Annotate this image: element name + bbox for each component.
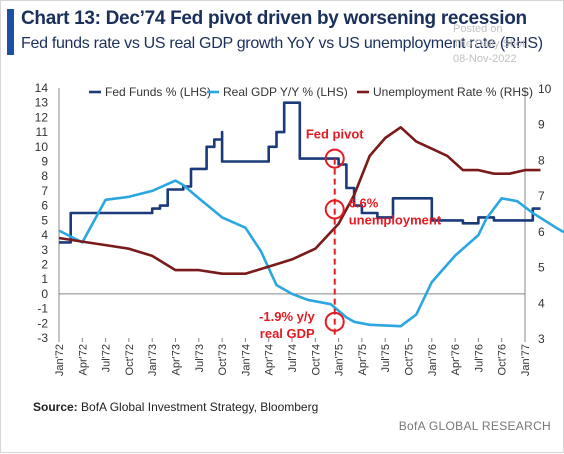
chart-subtitle: Fed funds rate vs US real GDP growth YoY… — [21, 35, 543, 52]
watermark-line-1: Posted on — [453, 23, 503, 35]
x-tick-label: Apr'73 — [171, 344, 183, 375]
source-label: Source: — [33, 400, 78, 414]
x-tick-label: Jul'76 — [473, 344, 485, 372]
x-tick-label: Jul'73 — [194, 344, 206, 372]
y-left-tick-label: 9 — [41, 155, 48, 169]
fed-pivot-marker — [324, 148, 345, 169]
unemployment-word-label: unemployment — [349, 212, 442, 227]
x-tick-label: Oct'76 — [497, 344, 509, 375]
x-tick-label: Apr'76 — [450, 344, 462, 375]
x-tick-label: Apr'74 — [264, 344, 276, 375]
source-note: Source: BofA Global Investment Strategy,… — [33, 400, 318, 414]
source-text: BofA Global Investment Strategy, Bloombe… — [81, 400, 319, 414]
x-tick-label: Jan'74 — [240, 344, 252, 376]
x-tick-label: Jan'76 — [427, 344, 439, 376]
y-left-tick-label: 2 — [41, 257, 48, 271]
y-right-tick-label: 3 — [538, 332, 545, 346]
y-right-tick-label: 4 — [538, 296, 545, 310]
x-tick-label: Jul'74 — [287, 344, 299, 372]
y-left-tick-label: 8 — [41, 169, 48, 183]
y-left-tick-label: 13 — [35, 96, 49, 110]
x-tick-label: Jul'75 — [380, 344, 392, 372]
gdp-marker — [324, 311, 345, 332]
y-left-tick-label: 0 — [41, 287, 48, 301]
x-tick-label: Apr'72 — [77, 344, 89, 375]
unemployment-line — [58, 126, 541, 276]
x-tick-label: Jan'73 — [147, 344, 159, 376]
legend-unemployment-label: Unemployment Rate % (RHS) — [373, 85, 533, 99]
brand-footer: BofA GLOBAL RESEARCH — [398, 419, 551, 433]
watermark-line-3: 08-Nov-2022 — [453, 53, 517, 65]
y-left-tick-label: 14 — [35, 81, 49, 95]
fed-funds-line — [59, 101, 541, 244]
y-left-tick-label: 11 — [36, 125, 49, 139]
x-tick-label: Jan'77 — [520, 344, 532, 376]
watermark-line-2: The Daily Shot — [453, 38, 526, 50]
y-right-tick-label: 7 — [538, 189, 545, 203]
y-left-tick-label: 7 — [41, 184, 48, 198]
legend-fed-funds-label: Fed Funds % (LHS) — [105, 85, 211, 99]
y-right-tick-label: 8 — [538, 153, 545, 167]
x-tick-label: Oct'74 — [310, 344, 322, 375]
unemployment-marker — [324, 199, 345, 220]
y-left-tick-label: 5 — [41, 213, 48, 227]
y-right-tick-label: 5 — [538, 261, 545, 275]
x-tick-label: Jul'72 — [101, 344, 113, 372]
y-left-tick-label: 4 — [41, 228, 48, 242]
title-accent-bar — [7, 9, 14, 55]
y-left-tick-label: 1 — [41, 272, 48, 286]
x-tick-label: Oct'72 — [124, 344, 136, 375]
y-left-tick-label: 10 — [35, 140, 49, 154]
y-left-tick-label: 12 — [35, 110, 49, 124]
real-gdp-line — [58, 179, 564, 328]
y-left-tick-label: 6 — [41, 199, 48, 213]
x-tick-label: Jan'72 — [54, 344, 66, 376]
y-right-tick-label: 6 — [538, 225, 545, 239]
x-tick-label: Oct'73 — [217, 344, 229, 375]
gdp-value-label: -1.9% y/y — [259, 309, 315, 324]
y-right-tick-label: 10 — [538, 82, 552, 96]
y-left-tick-label: -2 — [37, 316, 48, 330]
x-tick-label: Apr'75 — [357, 344, 369, 375]
y-left-tick-label: -3 — [37, 331, 48, 345]
x-tick-label: Oct'75 — [404, 344, 416, 375]
y-right-tick-label: 9 — [538, 118, 545, 132]
legend-real-gdp-label: Real GDP Y/Y % (LHS) — [223, 85, 348, 99]
x-tick-label: Jan'75 — [334, 344, 346, 376]
y-left-tick-label: -1 — [37, 302, 48, 316]
chart-title: Chart 13: Dec’74 Fed pivot driven by wor… — [21, 8, 527, 29]
unemployment-value-label: 6.6% — [349, 195, 379, 210]
fed-pivot-label: Fed pivot — [306, 127, 364, 142]
y-left-tick-label: 3 — [41, 243, 48, 257]
gdp-word-label: real GDP — [260, 326, 315, 341]
